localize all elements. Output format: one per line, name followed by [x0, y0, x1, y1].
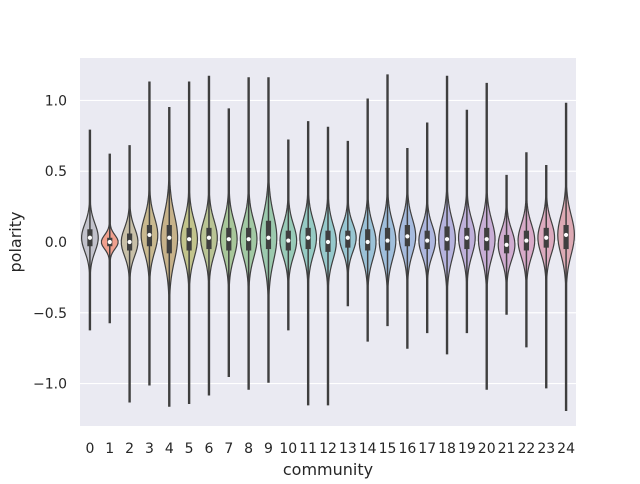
- median-point: [127, 239, 132, 245]
- x-axis-label: community: [283, 460, 373, 479]
- violin-7: [219, 108, 238, 378]
- median-point: [286, 238, 291, 243]
- iqr-box: [265, 220, 272, 250]
- y-tick-label: −1.0: [33, 377, 67, 393]
- x-tick-label: 5: [185, 441, 194, 457]
- violins: [80, 74, 576, 412]
- x-tick-label: 2: [125, 441, 134, 457]
- violin-10: [279, 139, 298, 331]
- y-axis-label: polarity: [6, 212, 25, 273]
- x-tick-label: 7: [224, 441, 233, 457]
- y-tick-label: 0.5: [45, 164, 67, 180]
- iqr-box: [365, 229, 371, 251]
- x-tick-label: 13: [339, 441, 357, 457]
- y-tick-label: 0.0: [45, 235, 67, 251]
- x-tick-label: 1: [105, 441, 114, 457]
- x-tick-label: 18: [438, 441, 456, 457]
- x-tick-label: 9: [264, 441, 273, 457]
- violin-9: [259, 77, 278, 383]
- median-point: [167, 235, 172, 240]
- median-point: [524, 238, 529, 243]
- violin-3: [140, 81, 159, 386]
- violin-23: [537, 164, 556, 389]
- median-point: [405, 234, 410, 239]
- violin-6: [200, 75, 218, 396]
- violin-0: [80, 129, 99, 331]
- x-tick-label: 24: [557, 441, 575, 457]
- median-point: [385, 238, 390, 243]
- median-point: [187, 237, 192, 242]
- x-tick-label: 4: [165, 441, 174, 457]
- iqr-box: [563, 225, 569, 250]
- violin-12: [319, 126, 337, 406]
- median-point: [425, 238, 430, 243]
- violin-16: [398, 147, 417, 349]
- median-point: [206, 235, 212, 240]
- median-point: [365, 239, 370, 245]
- violin-14: [358, 98, 377, 342]
- violin-21: [497, 174, 516, 315]
- x-tick-label: 8: [244, 441, 253, 457]
- x-tick-label: 23: [537, 441, 555, 457]
- x-tick-label: 14: [359, 441, 377, 457]
- x-tick-label: 19: [458, 441, 476, 457]
- violin-11: [299, 121, 318, 406]
- median-point: [563, 232, 569, 238]
- violin-5: [180, 81, 199, 404]
- median-point: [444, 237, 450, 242]
- x-tick-label: 21: [498, 441, 516, 457]
- x-tick-label: 3: [145, 441, 154, 457]
- median-point: [147, 232, 152, 238]
- violin-20: [477, 82, 496, 390]
- x-tick-label: 0: [85, 441, 94, 457]
- x-tick-label: 16: [398, 441, 416, 457]
- median-point: [325, 239, 331, 245]
- x-tick-labels: 0 1 2 3 4 5 6 7 8 9 10 11 12 13 14 15 16 17 18 19 20 21 22 23 24: [85, 441, 575, 457]
- x-tick-label: 6: [204, 441, 213, 457]
- violin-18: [438, 75, 456, 355]
- violin-1: [100, 153, 119, 324]
- median-point: [464, 235, 469, 240]
- x-tick-label: 11: [299, 441, 317, 457]
- x-tick-label: 20: [478, 441, 496, 457]
- x-tick-label: 17: [418, 441, 436, 457]
- violin-15: [378, 74, 397, 327]
- violin-2: [120, 145, 139, 403]
- violin-8: [239, 77, 258, 390]
- violin-19: [457, 109, 476, 334]
- x-tick-label: 22: [517, 441, 535, 457]
- median-point: [266, 235, 271, 240]
- violin-13: [338, 140, 357, 307]
- median-point: [345, 235, 350, 240]
- x-tick-label: 10: [279, 441, 297, 457]
- median-point: [226, 237, 231, 242]
- y-tick-labels: −1.0 −0.5 0.0 0.5 1.0: [33, 93, 67, 392]
- median-point: [246, 237, 251, 242]
- y-tick-label: 1.0: [45, 93, 67, 109]
- x-tick-label: 15: [379, 441, 397, 457]
- violin-17: [418, 122, 437, 334]
- median-point: [544, 235, 549, 240]
- median-point: [484, 237, 489, 242]
- median-point: [504, 242, 509, 247]
- y-tick-label: −0.5: [33, 306, 67, 322]
- violin-24: [557, 102, 576, 412]
- median-point: [306, 235, 311, 240]
- x-tick-label: 12: [319, 441, 337, 457]
- median-point: [87, 235, 93, 240]
- violin-22: [517, 152, 536, 348]
- median-point: [107, 239, 112, 245]
- violin-4: [160, 106, 179, 407]
